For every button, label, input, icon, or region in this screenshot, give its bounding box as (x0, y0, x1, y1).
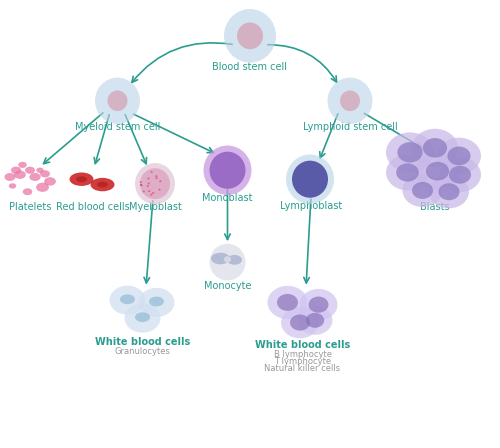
Ellipse shape (449, 166, 471, 184)
Text: Lymphoblast: Lymphoblast (280, 201, 342, 211)
Ellipse shape (402, 174, 442, 207)
Text: T lymphocyte: T lymphocyte (274, 357, 331, 366)
Ellipse shape (298, 306, 332, 335)
Text: Platelets: Platelets (9, 202, 51, 212)
Ellipse shape (146, 185, 149, 187)
Ellipse shape (277, 294, 298, 311)
Ellipse shape (426, 162, 449, 181)
Ellipse shape (148, 190, 150, 192)
Ellipse shape (286, 155, 334, 204)
Ellipse shape (18, 162, 27, 168)
Ellipse shape (386, 133, 434, 172)
Text: Blood stem cell: Blood stem cell (212, 62, 288, 72)
Ellipse shape (11, 167, 21, 174)
Ellipse shape (308, 297, 328, 313)
Ellipse shape (90, 178, 114, 191)
Text: Blasts: Blasts (420, 202, 450, 212)
Ellipse shape (14, 171, 26, 179)
Ellipse shape (227, 255, 242, 265)
Text: Red blood cells: Red blood cells (56, 202, 130, 212)
Ellipse shape (40, 170, 50, 177)
Ellipse shape (152, 192, 154, 194)
Ellipse shape (328, 78, 372, 124)
Ellipse shape (95, 78, 140, 124)
Ellipse shape (224, 9, 276, 63)
Ellipse shape (210, 244, 246, 280)
Ellipse shape (281, 307, 319, 338)
Text: Monocyte: Monocyte (204, 281, 252, 291)
Ellipse shape (4, 173, 16, 181)
Ellipse shape (156, 177, 158, 179)
Ellipse shape (150, 171, 153, 173)
Text: White blood cells: White blood cells (255, 340, 350, 349)
Ellipse shape (25, 167, 35, 174)
Text: Natural killer cells: Natural killer cells (264, 364, 340, 373)
Ellipse shape (306, 313, 324, 328)
Text: B lymphocyte: B lymphocyte (274, 350, 332, 359)
Ellipse shape (140, 184, 142, 186)
Text: Myeloid stem cell: Myeloid stem cell (75, 122, 160, 132)
Ellipse shape (97, 182, 108, 187)
Ellipse shape (142, 190, 145, 193)
Ellipse shape (423, 138, 447, 158)
Text: Monoblast: Monoblast (202, 193, 253, 202)
Ellipse shape (150, 194, 152, 196)
Ellipse shape (439, 157, 481, 192)
Ellipse shape (120, 294, 135, 304)
Ellipse shape (211, 253, 230, 264)
Ellipse shape (124, 304, 160, 332)
Ellipse shape (398, 142, 422, 163)
Ellipse shape (148, 182, 150, 185)
Ellipse shape (448, 146, 470, 165)
Ellipse shape (237, 22, 263, 49)
Ellipse shape (148, 177, 150, 180)
Ellipse shape (44, 177, 56, 185)
Ellipse shape (412, 129, 458, 167)
Ellipse shape (268, 286, 308, 319)
Ellipse shape (300, 289, 338, 320)
Text: Granulocytes: Granulocytes (114, 347, 170, 356)
Ellipse shape (9, 183, 16, 189)
Ellipse shape (340, 90, 360, 111)
Ellipse shape (140, 184, 142, 186)
Ellipse shape (138, 288, 174, 317)
Ellipse shape (396, 164, 419, 181)
Ellipse shape (30, 173, 40, 181)
Ellipse shape (110, 286, 146, 315)
Ellipse shape (149, 297, 164, 306)
Ellipse shape (437, 138, 481, 174)
Text: Lymphoid stem cell: Lymphoid stem cell (302, 122, 398, 132)
Ellipse shape (210, 152, 246, 189)
Ellipse shape (158, 189, 160, 191)
Ellipse shape (70, 172, 94, 186)
Text: White blood cells: White blood cells (95, 337, 190, 347)
Ellipse shape (224, 256, 231, 263)
Ellipse shape (429, 175, 469, 208)
Ellipse shape (140, 168, 170, 199)
Ellipse shape (290, 314, 310, 331)
Text: Myeloblast: Myeloblast (128, 202, 182, 212)
Ellipse shape (36, 168, 44, 173)
Ellipse shape (108, 90, 128, 111)
Ellipse shape (140, 181, 142, 183)
Ellipse shape (292, 161, 328, 198)
Ellipse shape (22, 188, 32, 195)
Ellipse shape (412, 182, 433, 199)
Ellipse shape (386, 155, 429, 190)
Ellipse shape (438, 183, 460, 200)
Ellipse shape (135, 163, 175, 204)
Ellipse shape (135, 312, 150, 322)
Ellipse shape (155, 175, 158, 177)
Ellipse shape (159, 180, 162, 182)
Ellipse shape (204, 146, 252, 195)
Ellipse shape (416, 153, 460, 190)
Ellipse shape (36, 183, 49, 192)
Ellipse shape (76, 177, 87, 182)
